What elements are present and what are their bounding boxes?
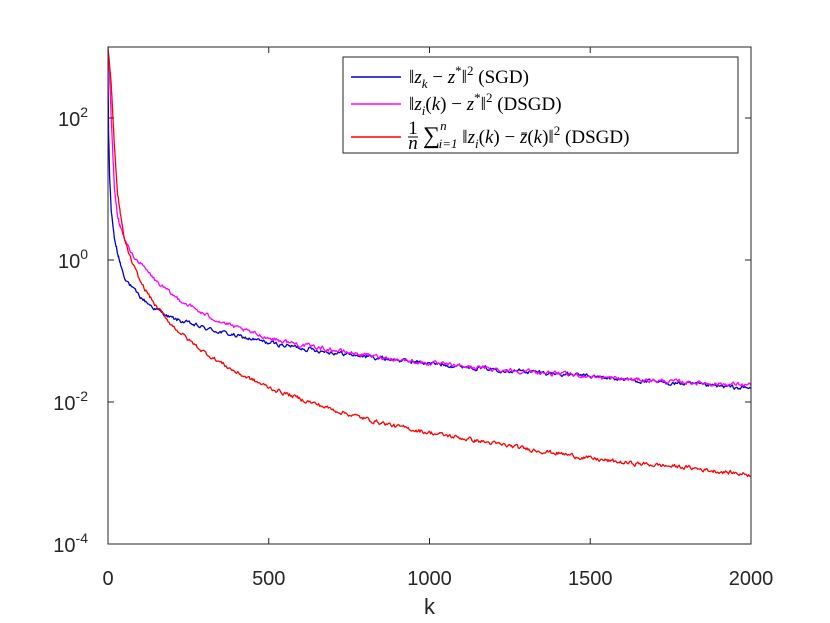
legend-label-part: z̄ [519, 127, 528, 148]
legend-label-part: ( [425, 94, 431, 115]
y-tick-label-base: 10 [58, 251, 80, 273]
legend: ‖zk − z*‖2 (SGD)‖zi(k) − z*‖2 (DSGD)1n ∑n… [342, 56, 739, 154]
legend-label-part: i=1 [439, 136, 458, 151]
legend-label-part: ( [479, 127, 485, 148]
legend-label-part: * [474, 90, 481, 105]
legend-label-part: ) − [493, 127, 520, 148]
series-line-3 [108, 47, 751, 478]
legend-label-part: k [432, 94, 441, 115]
legend-label-part: ‖ [462, 67, 467, 88]
legend-label-part: z [447, 67, 456, 88]
y-tick-label: 100 [58, 246, 88, 273]
y-tick-label: 10-4 [53, 530, 88, 557]
legend-frac-numerator: 1 [408, 118, 418, 139]
y-tick-label-exponent: -4 [76, 530, 89, 546]
legend-frac-denominator: n [408, 133, 418, 154]
x-tick-label: 2000 [729, 568, 774, 590]
legend-label-part: z [466, 94, 475, 115]
y-tick-label-base: 10 [58, 109, 80, 131]
series-line-1 [108, 71, 751, 390]
series-layer [108, 47, 751, 478]
legend-label-2: ‖zi(k) − z*‖2 (DSGD) [409, 90, 562, 118]
legend-label-part: i [422, 103, 426, 118]
legend-label-part: k [485, 127, 494, 148]
legend-label-part: )‖ [542, 127, 554, 148]
legend-label-part: (DSGD) [560, 127, 629, 148]
legend-label-part: (SGD) [474, 67, 529, 88]
legend-label-part: z [413, 94, 422, 115]
legend-label-3: ∑n i=1 ‖zi(k) − z̄(k)‖2 (DSGD) [423, 118, 629, 151]
legend-label-part: (DSGD) [492, 94, 561, 115]
legend-label-part: n [440, 118, 447, 133]
y-tick-label-exponent: 0 [80, 246, 88, 262]
legend-label-part: 2 [486, 90, 493, 105]
y-tick-label-base: 10 [53, 393, 75, 415]
x-tick-label: 0 [102, 568, 113, 590]
legend-label-part: * [455, 63, 462, 78]
legend-label-part: i [475, 136, 479, 151]
x-tick-label: 1500 [568, 568, 613, 590]
y-tick-label-base: 10 [53, 535, 75, 557]
legend-label-part: 2 [554, 123, 561, 138]
y-tick-label: 10-2 [53, 388, 88, 415]
legend-label-part: ‖ [409, 94, 414, 115]
legend-label-part: k [534, 127, 543, 148]
legend-label-1: ‖zk − z*‖2 (SGD) [409, 63, 529, 91]
legend-label-part: − [428, 67, 448, 88]
y-tick-label: 102 [58, 104, 88, 131]
legend-label-part: z [413, 67, 422, 88]
legend-label-part: ∑ [423, 123, 440, 149]
legend-label-part: k [422, 76, 428, 91]
x-tick-label: 500 [252, 568, 285, 590]
legend-label-part: ‖ [458, 127, 468, 148]
x-axis-label: k [424, 594, 436, 619]
series-line-2 [108, 57, 751, 388]
x-tick-label: 1000 [407, 568, 452, 590]
legend-label-part: ) − [440, 94, 467, 115]
y-tick-label-exponent: 2 [80, 104, 88, 120]
legend-label-part: ‖ [409, 67, 414, 88]
y-tick-label-exponent: -2 [76, 388, 89, 404]
legend-label-part: ‖ [481, 94, 486, 115]
legend-label-part: z [467, 127, 476, 148]
legend-label-part: 2 [467, 63, 474, 78]
legend-label-part: ( [527, 127, 533, 148]
